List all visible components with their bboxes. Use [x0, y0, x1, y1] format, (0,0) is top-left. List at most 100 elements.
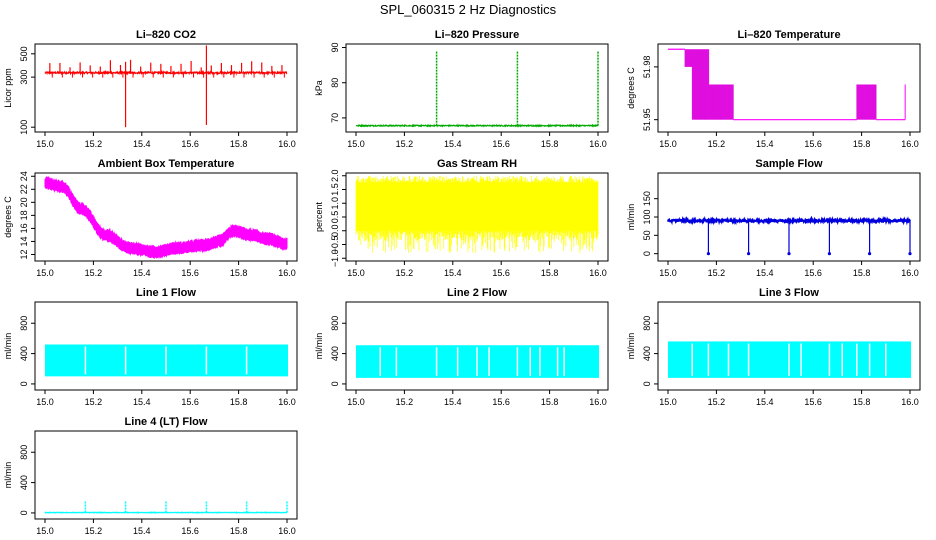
- plot-frame: [657, 301, 921, 391]
- plot-frame: [345, 43, 609, 133]
- x-tick-label: 15.2: [708, 268, 726, 278]
- x-tick-label: 15.6: [804, 397, 822, 407]
- x-tick-label: 15.8: [230, 397, 248, 407]
- x-tick-label: 15.0: [659, 268, 677, 278]
- x-tick-label: 15.8: [853, 397, 871, 407]
- x-tick-label: 15.8: [853, 268, 871, 278]
- plot-frame: [34, 172, 298, 262]
- x-tick-label: 16.0: [278, 526, 296, 536]
- y-tick-label: 2.0: [330, 169, 340, 182]
- x-tick-label: 16.0: [278, 139, 296, 149]
- y-axis-label: ml/min: [314, 333, 324, 360]
- panel-title: Line 2 Flow: [447, 287, 507, 299]
- x-tick-label: 15.4: [756, 397, 774, 407]
- plot-frame: [34, 43, 298, 133]
- y-tick-label: 150: [642, 191, 652, 206]
- x-tick-label: 15.2: [85, 526, 103, 536]
- x-tick-label: 15.2: [85, 268, 103, 278]
- series-line: [44, 69, 288, 76]
- drop-point: [706, 252, 711, 256]
- series-line: [355, 123, 599, 128]
- x-tick-label: 15.6: [492, 139, 510, 149]
- series-line: [44, 511, 288, 514]
- x-tick-label: 15.0: [347, 139, 365, 149]
- x-tick-label: 16.0: [589, 139, 607, 149]
- x-tick-label: 15.4: [444, 397, 462, 407]
- y-axis-label: degrees C: [626, 67, 636, 109]
- plot-frame: [34, 430, 298, 520]
- panel-sample: Sample Flow ml/min 15.0 15.2 15.4 15.6 15.8 16.…: [626, 158, 921, 278]
- y-tick-label: 50: [642, 230, 652, 240]
- x-tick-label: 15.4: [444, 268, 462, 278]
- y-tick-label: 1.0: [330, 197, 340, 210]
- y-tick-label: 0: [19, 510, 29, 515]
- y-tick-label: 14: [19, 236, 29, 246]
- x-tick-label: 15.4: [133, 526, 151, 536]
- drop-point: [908, 252, 912, 256]
- y-axis-label: ml/min: [626, 333, 636, 360]
- x-tick-label: 15.6: [181, 268, 199, 278]
- x-tick-label: 15.6: [181, 397, 199, 407]
- x-tick-label: 15.4: [756, 139, 774, 149]
- y-tick-label: 70: [330, 113, 340, 123]
- x-tick-label: 16.0: [589, 268, 607, 278]
- y-tick-label: 0: [642, 251, 652, 256]
- panel-line4: Line 4 (LT) Flow ml/min 15.0 15.2 15.4 15.6 15…: [3, 416, 298, 536]
- x-tick-label: 15.6: [492, 268, 510, 278]
- drop-point: [827, 252, 832, 256]
- y-axis-label: ml/min: [626, 204, 636, 231]
- panel-pressure: Li–820 Pressure kPa 15.0 15.2 15.4 15.6 15.8 16…: [314, 29, 609, 149]
- y-tick-label: 0.5: [330, 211, 340, 224]
- y-tick-label: 0: [642, 381, 652, 386]
- x-tick-label: 15.6: [181, 526, 199, 536]
- y-axis-label: Licor ppm: [3, 68, 13, 108]
- plot-frame: [34, 301, 298, 391]
- y-tick-label: 20: [19, 197, 29, 207]
- y-tick-label: 12: [19, 249, 29, 259]
- y-axis-label: ml/min: [3, 462, 13, 489]
- panel-line2: Line 2 Flow ml/min 15.0 15.2 15.4 15.6 15.8 16.…: [314, 287, 609, 407]
- y-tick-label: −1.0: [330, 249, 340, 267]
- y-tick-label: 800: [642, 316, 652, 331]
- x-tick-label: 15.6: [492, 397, 510, 407]
- y-tick-label: 800: [19, 445, 29, 460]
- x-tick-label: 15.2: [85, 397, 103, 407]
- x-tick-label: 15.8: [230, 526, 248, 536]
- panel-title: Ambient Box Temperature: [98, 158, 235, 170]
- x-tick-label: 15.0: [347, 268, 365, 278]
- x-tick-label: 15.8: [541, 268, 559, 278]
- y-tick-label: 100: [19, 120, 29, 135]
- panel-title: Line 1 Flow: [136, 287, 196, 299]
- x-tick-label: 15.4: [444, 139, 462, 149]
- x-tick-label: 15.8: [541, 139, 559, 149]
- plot-frame: [345, 301, 609, 391]
- y-tick-label: 400: [330, 346, 340, 361]
- y-tick-label: 90: [330, 43, 340, 53]
- x-tick-label: 15.0: [36, 397, 54, 407]
- y-tick-label: 51.95: [642, 108, 652, 131]
- y-tick-label: 24: [19, 171, 29, 181]
- x-tick-label: 15.8: [230, 268, 248, 278]
- panel-line1: Line 1 Flow ml/min 15.0 15.2 15.4 15.6 15.8 16.…: [3, 287, 298, 407]
- x-tick-label: 15.2: [396, 397, 414, 407]
- x-tick-label: 16.0: [901, 268, 919, 278]
- x-tick-label: 15.2: [708, 397, 726, 407]
- panel-line3: Line 3 Flow ml/min 15.0 15.2 15.4 15.6 15.8 16.…: [626, 287, 921, 407]
- panel-title: Line 3 Flow: [759, 287, 819, 299]
- y-axis-label: kPa: [314, 80, 324, 96]
- x-tick-label: 15.8: [853, 139, 871, 149]
- x-tick-label: 16.0: [901, 139, 919, 149]
- panel-title: Gas Stream RH: [437, 158, 517, 170]
- y-tick-label: 22: [19, 184, 29, 194]
- drop-point: [746, 252, 751, 256]
- panel-temp820: Li–820 Temperature degrees C 15.0 15.2 15.4 1…: [626, 29, 921, 149]
- y-tick-label: 400: [19, 346, 29, 361]
- x-tick-label: 15.2: [396, 268, 414, 278]
- panel-title: Li–820 Pressure: [435, 29, 519, 41]
- panel-title: Line 4 (LT) Flow: [125, 416, 208, 428]
- y-tick-label: 80: [330, 78, 340, 88]
- panel-rh: Gas Stream RH percent 15.0 15.2 15.4 15.6 15.8…: [314, 158, 609, 278]
- x-tick-label: 15.6: [181, 139, 199, 149]
